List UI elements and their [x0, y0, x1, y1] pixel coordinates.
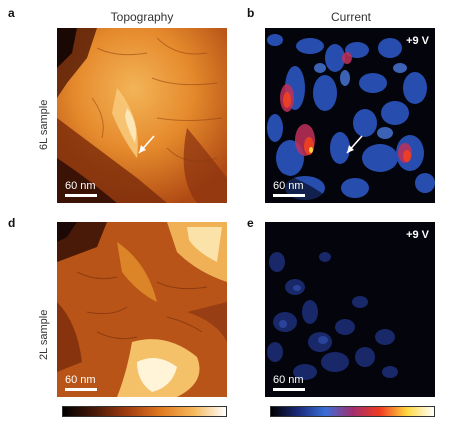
- voltage-label-b: +9 V: [406, 35, 429, 47]
- panel-letter-a: a: [8, 6, 15, 20]
- topography-colorbar: [62, 406, 227, 417]
- scale-label-d: 60 nm: [65, 374, 96, 386]
- current-image-2l: +9 V 60 nm: [265, 222, 435, 397]
- scale-label-e: 60 nm: [273, 374, 304, 386]
- current-image-6l: +9 V 60 nm: [265, 28, 435, 203]
- arrow-head-icon: [347, 145, 354, 153]
- topography-image-6l: 60 nm: [57, 28, 227, 203]
- scale-label-a: 60 nm: [65, 180, 96, 192]
- panel-letter-b: b: [247, 6, 255, 20]
- row-label-6l: 6L sample: [38, 99, 50, 150]
- scale-bar-e: [273, 388, 305, 391]
- voltage-label-e: +9 V: [406, 229, 429, 241]
- panel-letter-e: e: [247, 216, 254, 230]
- row-label-2l: 2L sample: [38, 309, 50, 360]
- current-colorbar: [270, 406, 435, 417]
- panel-letter-d: d: [8, 216, 16, 230]
- column-title-topography: Topography: [110, 10, 174, 24]
- column-title-current: Current: [330, 10, 371, 24]
- scale-bar-a: [65, 194, 97, 197]
- arrow-head-icon: [139, 145, 146, 153]
- scale-bar-d: [65, 388, 97, 391]
- scale-label-b: 60 nm: [273, 180, 304, 192]
- scale-bar-b: [273, 194, 305, 197]
- topography-image-2l: 60 nm: [57, 222, 227, 397]
